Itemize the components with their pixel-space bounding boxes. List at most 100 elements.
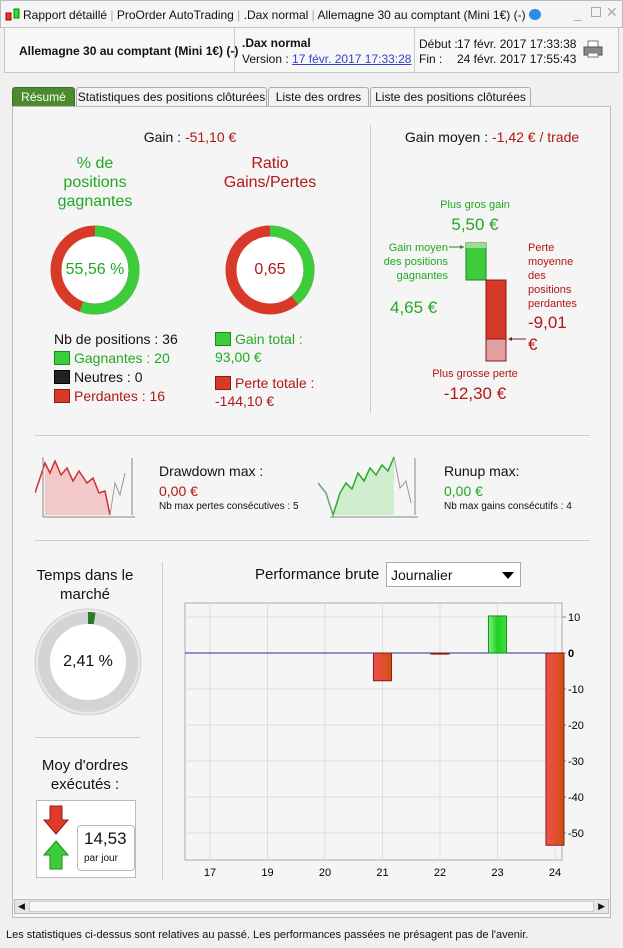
positions-breakdown: Nb de positions : 36 Gagnantes : 20 Neut…	[54, 330, 178, 406]
x-tick-label: 17	[204, 867, 216, 879]
tab-resume[interactable]: Résumé	[12, 87, 75, 107]
minimize-button[interactable]: _	[574, 5, 582, 21]
time-in-market-gauge	[34, 608, 142, 716]
x-tick-label: 23	[491, 867, 503, 879]
title-part: .Dax normal	[243, 8, 309, 22]
ratio-title: Ratio Gains/Pertes	[223, 155, 317, 191]
tab-orders[interactable]: Liste des ordres	[268, 87, 369, 107]
candlestick-icon	[5, 8, 20, 21]
x-tick-label: 20	[319, 867, 331, 879]
avg-gain: Gain moyen : -1,42 € / trade	[372, 129, 612, 145]
x-tick-label: 24	[549, 867, 561, 879]
y-tick-label: -40	[568, 792, 584, 804]
system-name: .Dax normal	[242, 36, 311, 50]
drawdown-value: 0,00 €	[159, 483, 198, 499]
biggest-loss-label: Plus grosse perte	[432, 368, 518, 380]
red-swatch-icon	[54, 389, 70, 403]
avg-gain-value: -1,42 € / trade	[491, 129, 580, 145]
maximize-button[interactable]	[591, 7, 601, 17]
total-loss-value: -144,10 €	[215, 393, 275, 409]
drawdown-label: Drawdown max :	[159, 463, 264, 479]
avg-win-label: Gain moyen des positions gagnantes	[383, 242, 448, 282]
time-in-market-value: 2,41 %	[63, 653, 113, 670]
tab-closed-positions[interactable]: Liste des positions clôturées	[370, 87, 531, 107]
y-tick-label: -10	[568, 684, 584, 696]
biggest-loss-value: -12,30 €	[443, 384, 507, 403]
pct-winners-title: % de positions gagnantes	[57, 155, 133, 210]
horizontal-scrollbar[interactable]: ◀ ▶	[14, 899, 609, 914]
version-link[interactable]: 17 févr. 2017 17:33:28	[292, 52, 412, 66]
runup-sparkline-icon	[318, 456, 418, 518]
biggest-gain-label: Plus gros gain	[440, 199, 510, 211]
runup-value: 0,00 €	[444, 483, 483, 499]
x-tick-label: 21	[376, 867, 388, 879]
time-in-market-label: Temps dans le marché	[36, 567, 134, 603]
drawdown-sub: Nb max pertes consécutives : 5	[159, 501, 299, 512]
orders-card: 14,53 par jour	[36, 800, 136, 878]
end-label: Fin :	[419, 52, 443, 66]
bar-23	[487, 615, 507, 654]
neutral: Neutres : 0	[74, 369, 143, 385]
instrument-name: Allemagne 30 au comptant (Mini 1€) (-)	[19, 44, 239, 58]
chat-bubble-icon[interactable]	[528, 9, 541, 20]
start-label: Début :	[419, 37, 458, 51]
scroll-left-icon[interactable]: ◀	[18, 901, 25, 911]
title-part: Allemagne 30 au comptant (Mini 1€) (-)	[317, 8, 526, 22]
performance-label: Performance brute	[255, 566, 380, 583]
title-part: Rapport détaillé	[23, 8, 108, 22]
bar-22	[430, 652, 450, 655]
chevron-down-icon[interactable]	[502, 572, 514, 579]
avg-win-value: 4,65 €	[390, 298, 438, 317]
losers: Perdantes : 16	[74, 388, 166, 404]
ratio-value: 0,65	[254, 261, 286, 278]
ratio-donut	[225, 225, 315, 315]
x-tick-label: 19	[261, 867, 273, 879]
drawdown-sparkline-icon	[35, 457, 135, 518]
scroll-right-icon[interactable]: ▶	[598, 901, 605, 911]
total-gain-value: 93,00 €	[215, 349, 262, 365]
scroll-thumb[interactable]	[29, 901, 594, 912]
print-icon[interactable]	[583, 40, 603, 60]
orders-value: 14,53	[84, 829, 127, 848]
start-value: 17 févr. 2017 17:33:38	[457, 37, 577, 51]
black-swatch-icon	[54, 370, 70, 384]
title-bar: Rapport détaillé | ProOrder AutoTrading …	[0, 0, 623, 28]
totals: Gain total : 93,00 € Perte totale : -144…	[215, 330, 314, 410]
y-tick-label: -50	[568, 828, 584, 840]
close-button[interactable]: ✕	[606, 4, 618, 20]
tab-closed-stats[interactable]: Statistiques des positions clôturées	[76, 87, 267, 107]
red-swatch-icon	[215, 376, 231, 390]
runup-sub: Nb max gains consécutifs : 4	[444, 501, 572, 512]
y-tick-label: -30	[568, 756, 584, 768]
avg-gain-label: Gain moyen :	[404, 129, 489, 145]
green-swatch-icon	[215, 332, 231, 346]
bar-24	[545, 652, 565, 846]
orders-label: Moy d'ordres exécutés :	[41, 757, 129, 793]
gain: Gain : -51,10 €	[40, 129, 340, 145]
winners: Gagnantes : 20	[74, 350, 170, 366]
pct-winners-donut	[50, 225, 140, 315]
period-select[interactable]: Journalier	[386, 562, 521, 587]
version-label: Version :	[242, 52, 289, 66]
title-part: ProOrder AutoTrading	[116, 8, 234, 22]
y-tick-label: -20	[568, 720, 584, 732]
nb-positions: Nb de positions : 36	[54, 331, 178, 347]
window-title: Rapport détaillé | ProOrder AutoTrading …	[23, 8, 541, 22]
runup-label: Runup max:	[444, 463, 520, 479]
orders-unit: par jour	[84, 853, 118, 864]
y-tick-label: 0	[568, 648, 574, 660]
gain-label: Gain :	[143, 129, 182, 145]
period-select-value: Journalier	[391, 567, 453, 583]
disclaimer: Les statistiques ci-dessus sont relative…	[6, 929, 529, 941]
y-tick-label: 10	[568, 612, 580, 624]
up-down-arrows-icon	[43, 805, 69, 870]
gain-value: -51,10 €	[184, 129, 237, 145]
biggest-gain-value: 5,50 €	[451, 215, 499, 234]
avg-gain-loss-diagram	[449, 242, 526, 362]
green-swatch-icon	[54, 351, 70, 365]
x-tick-label: 22	[434, 867, 446, 879]
avg-loss-value: -9,01 €	[528, 313, 567, 354]
report-header: Allemagne 30 au comptant (Mini 1€) (-) .…	[4, 27, 619, 73]
end-value: 24 févr. 2017 17:55:43	[457, 52, 577, 66]
